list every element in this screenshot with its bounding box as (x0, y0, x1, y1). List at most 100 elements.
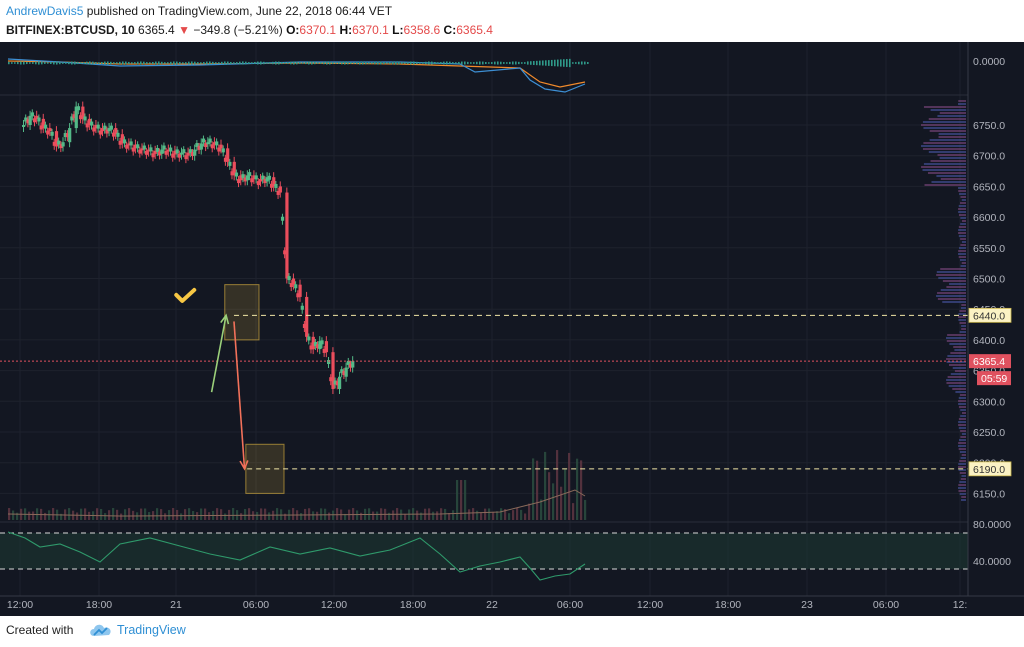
macd-histogram-bar (44, 62, 46, 64)
candle-body (50, 131, 54, 136)
candle-body (136, 144, 140, 149)
tradingview-cloud-logo-icon[interactable] (88, 620, 114, 640)
macd-histogram-bar (59, 61, 61, 65)
time-axis[interactable]: 12:00 18:00 21 06:00 12:00 18:00 22 06:00 12:00 1… (0, 595, 1024, 611)
volume-profile-bar (921, 145, 966, 147)
candle-body (127, 143, 131, 146)
candle-body (241, 174, 245, 179)
macd-histogram-bar (575, 62, 577, 64)
candle-body (120, 134, 124, 144)
macd-histogram-bar (128, 61, 130, 65)
symbol-name[interactable]: BITFINEX:BTCUSD, 10 (6, 23, 135, 37)
volume-profile-bar (958, 469, 966, 471)
candle-body (327, 360, 331, 365)
macd-histogram-bar (62, 62, 64, 64)
macd-histogram-bar (245, 61, 247, 65)
price-axis[interactable]: 6750.06700.06650.06600.06550.06500.06450… (967, 42, 1024, 596)
candle-body (190, 152, 195, 157)
macd-histogram-bar (539, 60, 541, 66)
candle-body (351, 361, 355, 368)
volume-profile-bar (930, 109, 966, 111)
chart-canvas[interactable]: 6750.06700.06650.06600.06550.06500.06450… (0, 42, 1024, 616)
last-price-badge-label: 6365.4 (973, 356, 1005, 368)
volume-profile-bar (960, 409, 966, 411)
macd-histogram-bar (401, 62, 403, 64)
volume-bar (584, 499, 587, 520)
volume-profile-bar (958, 247, 966, 249)
candle-body (305, 296, 309, 337)
macd-histogram-bar (287, 62, 289, 64)
macd-histogram-bar (485, 61, 487, 65)
macd-histogram-bar (155, 61, 157, 65)
candle-body (212, 142, 217, 145)
volume-bar (220, 509, 223, 520)
volume-profile-bar (947, 355, 966, 357)
volume-profile-bar (923, 106, 966, 108)
macd-histogram-bar (314, 61, 316, 65)
volume-bar (444, 508, 447, 520)
high-value: 6370.1 (352, 23, 389, 37)
macd-histogram-bar (437, 62, 439, 64)
candle-body (160, 149, 164, 154)
volume-profile-bar (959, 460, 966, 462)
candle-body (287, 276, 291, 281)
time-tick-label: 06:00 (873, 599, 899, 611)
macd-histogram-bar (332, 61, 334, 65)
volume-bar (308, 508, 311, 520)
volume-profile-bar (958, 190, 966, 192)
volume-profile-bar (960, 259, 966, 261)
volume-bar (532, 458, 535, 520)
volume-bars (7, 450, 587, 520)
price-panel[interactable] (0, 100, 968, 520)
volume-profile-bar (958, 466, 966, 468)
volume-bar (564, 469, 567, 520)
volume-profile-bar (937, 115, 966, 117)
macd-histogram-bar (203, 61, 205, 65)
candle-body (280, 216, 285, 221)
volume-profile-bar (958, 427, 966, 429)
volume-profile-bar (959, 439, 966, 441)
macd-histogram-bar (383, 61, 385, 65)
macd-histogram-bar (320, 62, 322, 64)
candle-body (199, 143, 203, 150)
candle-body (193, 149, 197, 156)
macd-histogram-bar (317, 62, 319, 64)
volume-bar (572, 503, 575, 520)
time-tick-label: 06:00 (557, 599, 583, 611)
volume-profile-bar (954, 349, 966, 351)
bearish-arrow-head-icon (239, 460, 249, 471)
author-link[interactable]: AndrewDavis5 (6, 4, 84, 18)
candle-body (324, 341, 329, 353)
macd-histogram-bar (38, 61, 40, 65)
volume-bar (232, 508, 235, 520)
macd-histogram-bar (185, 62, 187, 64)
macd-histogram-bar (338, 62, 340, 64)
candle-body (265, 177, 269, 182)
macd-histogram-bar (116, 62, 118, 64)
candle-body (158, 151, 162, 156)
candle-body (57, 140, 61, 145)
candle-body (237, 179, 241, 184)
macd-histogram-bar (230, 61, 232, 65)
macd-histogram-bar (305, 61, 307, 65)
tradingview-brand-link[interactable]: TradingView (117, 623, 186, 637)
candle-body (309, 345, 313, 350)
volume-profile-bar (958, 316, 966, 318)
volume-profile-bar (960, 430, 966, 432)
macd-histogram-bar (197, 62, 199, 64)
macd-panel[interactable] (0, 58, 968, 96)
macd-histogram-bar (137, 61, 139, 65)
volume-bar (104, 513, 107, 520)
macd-histogram-bar (83, 62, 85, 64)
candle-body (267, 175, 271, 180)
volume-profile-bar (961, 454, 966, 456)
candle-body (245, 175, 250, 181)
candle-body (272, 177, 276, 187)
volume-profile-bar (959, 493, 966, 495)
rsi-panel[interactable] (0, 521, 968, 581)
macd-histogram-bar (140, 61, 142, 65)
volume-profile-bar (946, 382, 966, 384)
created-with-label: Created with (6, 623, 74, 637)
macd-histogram-bar (527, 61, 529, 65)
macd-histogram-bar (356, 61, 358, 65)
